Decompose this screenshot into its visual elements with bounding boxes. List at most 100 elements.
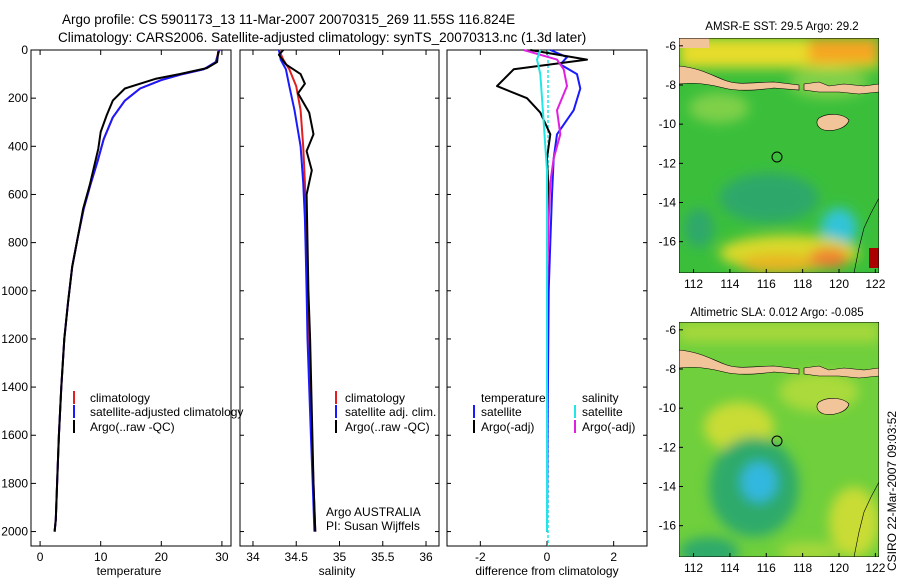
- bali-lombok: [803, 365, 879, 379]
- australia-coast: [853, 481, 879, 557]
- x-tick-label: 10: [94, 550, 108, 564]
- lon-tick-label: 114: [720, 277, 739, 291]
- legend-label-argo: Argo(..raw -QC): [345, 420, 430, 434]
- legend-heading-salinity: salinity: [582, 391, 619, 405]
- legend-heading-temperature: temperature: [481, 391, 546, 405]
- difference-series: [496, 49, 588, 532]
- java-coast: [679, 65, 800, 91]
- lon-tick-label: 120: [829, 561, 849, 575]
- y-tick-label: 2000: [1, 525, 28, 539]
- y-tick-label: 600: [8, 187, 28, 201]
- temperature-axis-label: temperature: [97, 564, 162, 578]
- y-tick-label: 1800: [1, 476, 28, 490]
- legend-label-sal-argo: Argo(-adj): [582, 420, 635, 434]
- salinity-legend: climatology satellite adj. clim. Argo(..…: [335, 391, 436, 434]
- y-tick-label: 200: [8, 91, 28, 105]
- y-tick-label: 400: [8, 139, 28, 153]
- y-tick-label: 800: [8, 236, 28, 250]
- difference-legend: temperature satellite Argo(-adj) salinit…: [473, 391, 635, 434]
- series-line: [496, 49, 588, 532]
- series-line: [277, 49, 317, 532]
- series-line: [536, 49, 548, 532]
- australia-coast: [853, 197, 879, 273]
- temperature-x-axis: 0 10 20 30: [37, 50, 229, 564]
- series-line: [277, 49, 316, 532]
- lon-tick-label: 118: [793, 561, 812, 575]
- x-tick-label: 20: [155, 550, 169, 564]
- difference-axis-label: difference from climatology: [475, 564, 618, 578]
- legend-label-argo: Argo(..raw -QC): [90, 420, 175, 434]
- series-line: [53, 49, 220, 532]
- lat-tick-label: -12: [659, 156, 677, 170]
- temperature-legend: climatology satellite-adjusted climatolo…: [73, 391, 243, 434]
- difference-panel: -2 0 2 difference from climatology tempera…: [446, 49, 648, 578]
- sst-map-axes: 112 114 116 118 120 122 -6 -8 -10 -12 -14 -16: [659, 39, 886, 291]
- temperature-plot-frame: [30, 49, 232, 547]
- difference-x-axis: -2 0 2: [447, 49, 647, 564]
- lon-tick-label: 118: [793, 277, 812, 291]
- legend-label-temp-argo: Argo(-adj): [481, 420, 534, 434]
- lat-tick-label: -6: [665, 323, 676, 337]
- series-line: [53, 49, 221, 532]
- pi-label: PI: Susan Wijffels: [326, 519, 420, 533]
- series-line: [53, 51, 220, 532]
- salinity-panel: 34 34.5 35 35.5 36 salinity climatology sate…: [239, 49, 440, 578]
- y-tick-label: 1200: [1, 332, 28, 346]
- lon-tick-label: 120: [829, 277, 849, 291]
- x-tick-label: 35: [333, 550, 347, 564]
- legend-label-satellite: satellite-adjusted climatology: [90, 405, 243, 419]
- y-tick-label: 1600: [1, 428, 28, 442]
- x-tick-label: 0: [544, 550, 551, 564]
- java-coast: [679, 349, 800, 375]
- csiro-credit: CSIRO 22-Mar-2007 09:03:52: [885, 411, 899, 571]
- sla-map-axes: 112 114 116 118 120 122 -6 -8 -10 -12 -14 -16: [659, 323, 886, 575]
- sst-field: [679, 38, 879, 273]
- legend-label-satellite: satellite adj. clim.: [345, 405, 436, 419]
- x-tick-label: 36: [419, 550, 433, 564]
- lon-tick-label: 116: [757, 561, 776, 575]
- sla-map-title: Altimetric SLA: 0.012 Argo: -0.085: [690, 307, 863, 319]
- y-tick-label: 0: [21, 43, 28, 57]
- x-tick-label: 35.5: [371, 550, 395, 564]
- lon-tick-label: 112: [684, 561, 703, 575]
- float-position-marker: [771, 151, 783, 163]
- lat-tick-label: -10: [659, 401, 677, 415]
- lat-tick-label: -6: [665, 39, 676, 53]
- legend-label-temp-satellite: satellite: [481, 405, 522, 419]
- series-line: [546, 49, 582, 532]
- x-tick-label: -2: [475, 550, 486, 564]
- legend-label-climatology: climatology: [345, 391, 405, 405]
- sst-map: [679, 38, 879, 273]
- lon-tick-label: 114: [720, 561, 739, 575]
- lat-tick-label: -14: [659, 196, 677, 210]
- sla-field: [679, 322, 879, 557]
- sla-map: [679, 322, 879, 557]
- sumba: [816, 114, 850, 131]
- x-tick-label: 34.5: [285, 550, 309, 564]
- argo-australia-label: Argo AUSTRALIA: [326, 505, 421, 519]
- lon-tick-label: 112: [684, 277, 703, 291]
- lat-tick-label: -8: [665, 362, 676, 376]
- x-tick-label: 2: [610, 550, 617, 564]
- sst-map-title: AMSR-E SST: 29.5 Argo: 29.2: [705, 21, 858, 33]
- lat-tick-label: -16: [659, 235, 677, 249]
- lon-tick-label: 122: [865, 561, 885, 575]
- temperature-series: [53, 49, 221, 532]
- legend-label-climatology: climatology: [90, 391, 150, 405]
- figure-title-line1: Argo profile: CS 5901173_13 11-Mar-2007 …: [62, 12, 515, 27]
- y-tick-label: 1400: [1, 380, 28, 394]
- series-line: [523, 49, 568, 532]
- lat-tick-label: -14: [659, 480, 677, 494]
- x-tick-label: 30: [215, 550, 229, 564]
- salinity-x-axis: 34 34.5 35 35.5 36: [240, 49, 439, 564]
- salinity-plot-frame: [239, 49, 440, 547]
- lat-tick-label: -12: [659, 440, 677, 454]
- temperature-panel: 0 200 400 600 800 1000 1200 1400 1600 1800 2000 0 1…: [1, 43, 243, 578]
- x-tick-label: 34: [246, 550, 260, 564]
- lat-tick-label: -10: [659, 117, 677, 131]
- sumba: [816, 398, 850, 415]
- sla-map-panel: Altimetric SLA: 0.012 Argo: -0.085 112 11…: [659, 307, 886, 575]
- legend-label-sal-satellite: satellite: [582, 405, 623, 419]
- lat-tick-label: -8: [665, 78, 676, 92]
